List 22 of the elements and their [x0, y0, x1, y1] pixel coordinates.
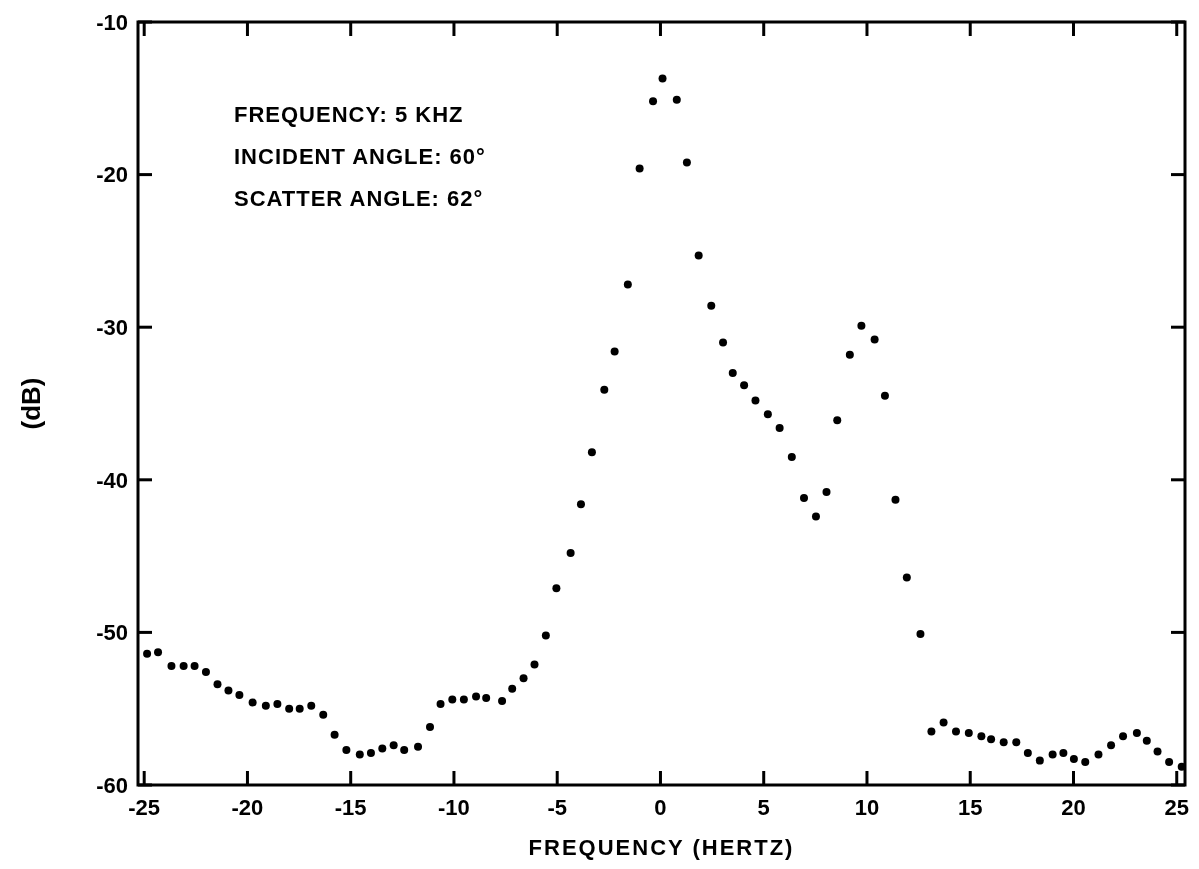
y-tick-label: -50: [96, 620, 128, 646]
annotation: SCATTER ANGLE: 62°: [234, 186, 484, 211]
x-tick-label: -5: [547, 795, 567, 820]
annotation: INCIDENT ANGLE: 60°: [234, 144, 486, 169]
y-tick-label: -10: [96, 9, 128, 35]
y-tick-label: -60: [96, 772, 128, 798]
x-tick-label: 5: [757, 795, 770, 820]
x-tick-label: 0: [654, 795, 667, 820]
x-tick-label: 20: [1061, 795, 1086, 820]
x-tick-label: -10: [438, 795, 470, 820]
x-tick-label: 15: [957, 795, 983, 820]
x-tick-label: 25: [1164, 795, 1189, 820]
x-tick-label: -25: [128, 795, 161, 820]
x-tick-label: -15: [334, 795, 367, 820]
y-tick-label: -30: [96, 314, 128, 340]
y-tick-label: -40: [96, 467, 128, 493]
y-tick-label: -20: [96, 162, 128, 188]
x-axis-title: FREQUENCY (HERTZ): [528, 835, 795, 860]
x-tick-label: -20: [231, 795, 264, 820]
x-tick-label: 10: [854, 795, 880, 820]
annotation: FREQUENCY: 5 KHZ: [234, 102, 464, 127]
y-axis-title: (dB): [16, 377, 46, 430]
